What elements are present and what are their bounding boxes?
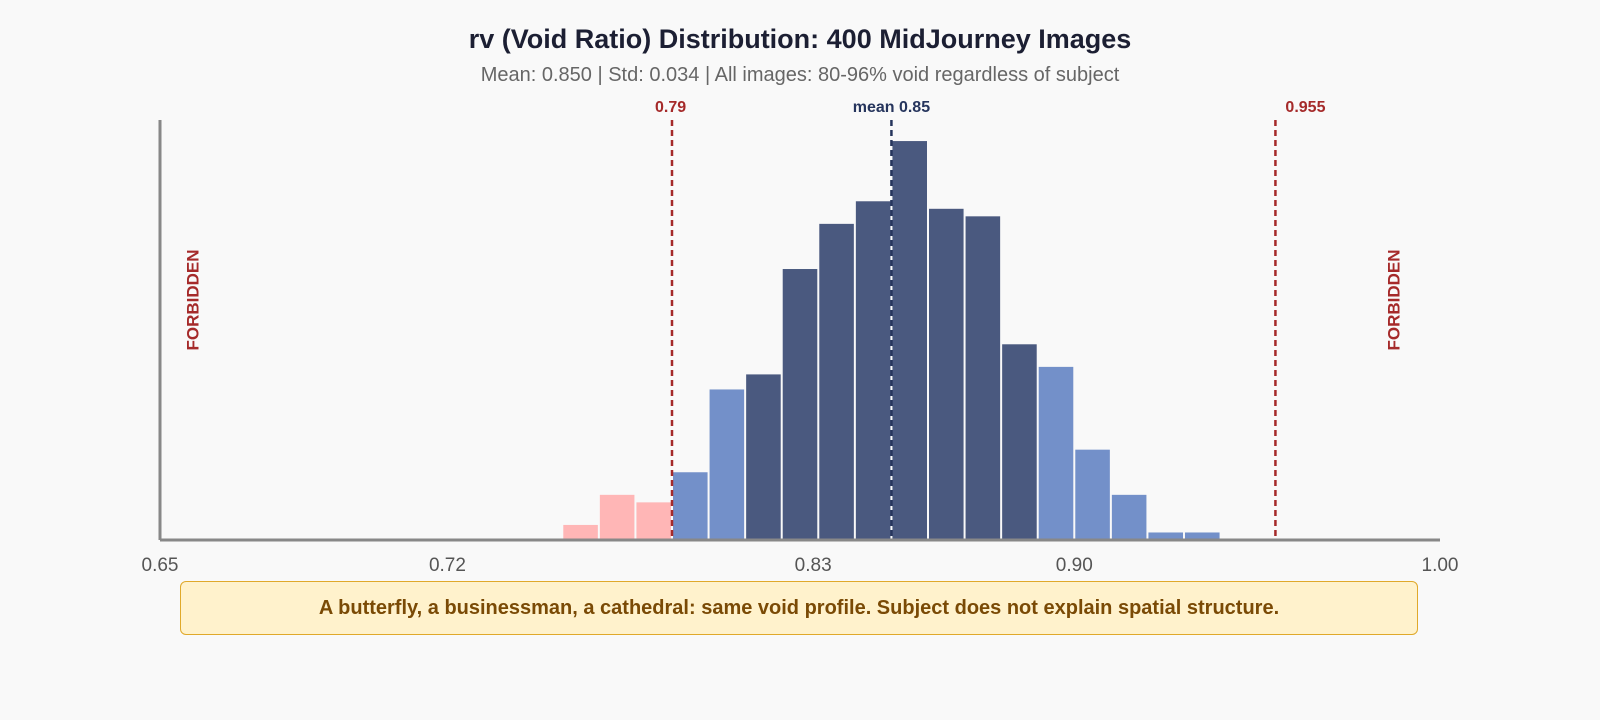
histogram-bar xyxy=(892,141,927,540)
labels-layer: 0.65 0.72 0.83 0.90 1.00 FORBIDDEN FORBIDDEN xyxy=(142,249,1459,576)
forbidden-zone-label: FORBIDDEN xyxy=(1384,249,1403,350)
histogram-bar xyxy=(782,269,818,540)
histogram-bar xyxy=(563,524,598,540)
histogram-bar xyxy=(819,223,854,540)
histogram-bar xyxy=(709,389,745,540)
reference-lines-layer: 0.79 mean 0.85 0.955 xyxy=(655,99,1326,540)
histogram-bar xyxy=(1185,532,1220,540)
histogram-bar xyxy=(855,201,891,541)
forbidden-zone-label: FORBIDDEN xyxy=(183,249,202,350)
chart-title: rv (Void Ratio) Distribution: 400 MidJou… xyxy=(468,24,1132,54)
reference-line-label: 0.79 xyxy=(655,99,686,116)
histogram-bar xyxy=(1075,449,1110,540)
reference-line-label: mean 0.85 xyxy=(853,99,930,116)
chart-subtitle: Mean: 0.850 | Std: 0.034 | All images: 8… xyxy=(480,64,1120,86)
x-tick-label: 0.65 xyxy=(142,555,179,576)
histogram-bar xyxy=(636,502,671,540)
callout-text: A butterfly, a businessman, a cathedral:… xyxy=(318,596,1280,619)
histogram-bar xyxy=(1002,344,1037,540)
histogram-bar xyxy=(599,494,635,540)
histogram-bar xyxy=(1038,366,1074,540)
histogram-bar xyxy=(673,472,708,540)
callout-box: A butterfly, a businessman, a cathedral:… xyxy=(180,581,1418,635)
reference-line-label: 0.955 xyxy=(1285,99,1325,116)
histogram-bar xyxy=(965,216,1001,540)
axes-layer xyxy=(158,120,1440,542)
x-tick-label: 0.83 xyxy=(795,555,832,576)
histogram-bar xyxy=(1148,532,1183,540)
histogram-bar xyxy=(1111,494,1147,540)
x-tick-label: 1.00 xyxy=(1422,555,1459,576)
histogram-bar xyxy=(746,374,781,540)
x-tick-label: 0.90 xyxy=(1056,555,1093,576)
histogram-bar xyxy=(929,208,964,541)
bars-layer xyxy=(563,141,1220,541)
x-tick-label: 0.72 xyxy=(429,555,466,576)
